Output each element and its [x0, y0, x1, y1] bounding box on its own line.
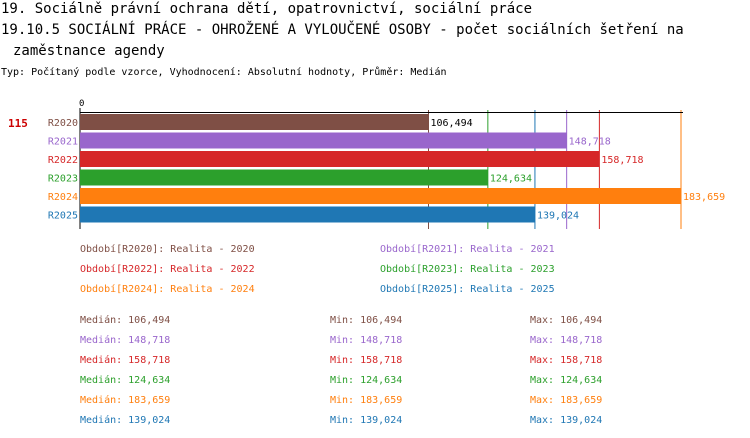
bar-r2023: [80, 169, 488, 186]
value-label-r2022: 158,718: [601, 155, 643, 166]
legend-item: Období[R2025]: Realita - 2025: [380, 284, 555, 295]
stat-min: Min: 124,634: [330, 375, 403, 386]
bar-chart: 0 115 R2020 106,494 R2021 148,718 R2022 158,718…: [8, 99, 725, 229]
bar-r2024: [80, 188, 681, 204]
stat-median: Medián: 158,718: [80, 355, 171, 366]
category-label-r2025: R2025: [48, 211, 78, 222]
value-label-r2020: 106,494: [430, 118, 472, 129]
category-label-r2022: R2022: [48, 155, 78, 166]
stat-min: Min: 106,494: [330, 315, 403, 326]
bar-r2021: [80, 132, 567, 149]
value-label-r2021: 148,718: [569, 137, 611, 148]
value-label-r2025: 139,024: [537, 211, 579, 222]
legend-item: Období[R2024]: Realita - 2024: [80, 284, 255, 295]
legend-item: Období[R2022]: Realita - 2022: [80, 264, 255, 275]
stat-max: Max: 148,718: [530, 335, 603, 346]
chart-title-line-3: zaměstnance agendy: [13, 43, 165, 59]
stat-median: Medián: 124,634: [80, 375, 171, 386]
stat-max: Max: 158,718: [530, 355, 603, 366]
stat-max: Max: 106,494: [530, 315, 603, 326]
legend-item: Období[R2020]: Realita - 2020: [80, 244, 255, 255]
x-axis-zero-label: 0: [79, 99, 84, 109]
stat-min: Min: 148,718: [330, 335, 403, 346]
bar-r2022: [80, 151, 600, 167]
stat-max: Max: 124,634: [530, 375, 603, 386]
chart-subtitle: Typ: Počítaný podle vzorce, Vyhodnocení:…: [1, 67, 447, 78]
chart-title-line-2: 19.10.5 SOCIÁLNÍ PRÁCE - OHROŽENÉ A VYLO…: [1, 22, 684, 38]
stat-max: Max: 183,659: [530, 395, 603, 406]
category-label-r2023: R2023: [48, 174, 78, 185]
stat-min: Min: 158,718: [330, 355, 403, 366]
bar-r2025: [80, 206, 535, 223]
bar-r2020: [80, 114, 429, 130]
category-label-r2024: R2024: [48, 192, 78, 203]
stat-min: Min: 139,024: [330, 415, 403, 426]
stat-median: Medián: 106,494: [80, 315, 171, 326]
category-label-r2021: R2021: [48, 137, 78, 148]
value-label-r2024: 183,659: [683, 192, 725, 203]
stat-min: Min: 183,659: [330, 395, 403, 406]
stat-max: Max: 139,024: [530, 415, 603, 426]
chart-title-line-1: 19. Sociálně právní ochrana dětí, opatro…: [1, 1, 533, 17]
legend-item: Období[R2023]: Realita - 2023: [380, 264, 555, 275]
legend-item: Období[R2021]: Realita - 2021: [380, 244, 555, 255]
value-label-r2023: 124,634: [490, 174, 532, 185]
row-label: 115: [8, 117, 28, 130]
category-label-r2020: R2020: [48, 118, 78, 129]
stat-median: Medián: 183,659: [80, 395, 171, 406]
stat-median: Medián: 148,718: [80, 335, 171, 346]
stat-median: Medián: 139,024: [80, 415, 171, 426]
